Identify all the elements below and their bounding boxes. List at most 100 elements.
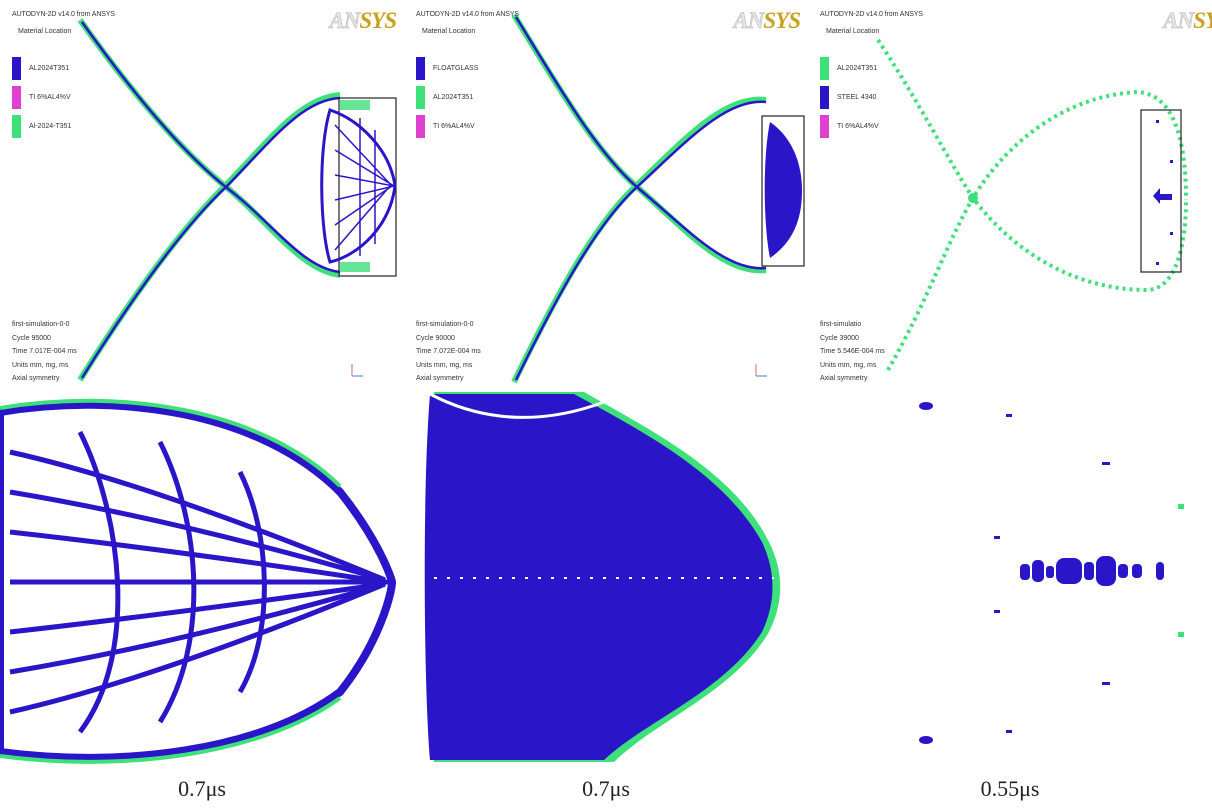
legend-entry: AL2024T351 [416, 83, 478, 112]
legend-entry: STEEL 4340 [820, 83, 879, 112]
legend-swatch [820, 115, 829, 138]
debris-cloud-fragments [334, 118, 395, 256]
material-location-label: Material Location [18, 28, 72, 35]
cycle-count: Cycle 90000 [416, 334, 455, 342]
symmetry-label: Axial symmetry [12, 375, 60, 382]
zoom-region-box [761, 115, 805, 267]
simulation-panel-1: AUTODYN-2D v14.0 from ANSYS Material Loc… [0, 0, 404, 392]
ansys-logo: ANSYS [329, 8, 397, 34]
simulation-info: first-simulation-0-0 Cycle 95000 Time 7.… [12, 318, 77, 386]
software-header: AUTODYN-2D v14.0 from ANSYS [820, 11, 923, 18]
debris-cloud [764, 122, 802, 258]
fragment [1006, 414, 1012, 417]
time-caption-2: 0.7μs [582, 776, 630, 801]
debris-cross-point [968, 193, 978, 203]
software-header: AUTODYN-2D v14.0 from ANSYS [416, 11, 519, 18]
fragment [919, 736, 933, 744]
units-label: Units mm, mg, ms [416, 361, 473, 369]
simulation-info: first-simulatio Cycle 39000 Time 5.546E-… [820, 318, 885, 386]
debris-cloud-solid [424, 394, 773, 760]
debris-green-bottom [340, 262, 370, 272]
legend-swatch [820, 86, 829, 109]
material-legend: AL2024T351 TI 6%AL4%V Al-2024-T351 [12, 54, 71, 141]
legend-swatch [12, 115, 21, 138]
debris-cloud-outline [320, 108, 397, 264]
time-caption-3: 0.55μs [980, 776, 1040, 801]
material-legend: AL2024T351 STEEL 4340 TI 6%AL4%V [820, 54, 879, 141]
legend-swatch [820, 57, 829, 80]
debris-loop-green-upper [511, 13, 767, 274]
legend-swatch [416, 115, 425, 138]
zoom-panel-1 [0, 392, 404, 768]
ansys-logo: ANSYS [733, 8, 801, 34]
debris-loop-green-lower [77, 92, 341, 382]
debris-loop-green-lower [511, 96, 767, 384]
fragment-dot [1170, 160, 1173, 163]
legend-entry: TI 6%AL4%V [820, 112, 879, 141]
fragment [1006, 730, 1012, 733]
debris-streaks [9, 430, 390, 734]
debris-loop-blue-upper [80, 21, 341, 274]
simulation-view-3 [876, 38, 1188, 371]
simulation-name: first-simulatio [820, 321, 862, 328]
fragment-dot [1156, 120, 1159, 123]
fragment [919, 402, 933, 410]
simulation-time: Time 7.017E-004 ms [12, 348, 77, 355]
simulation-info: first-simulation-0-0 Cycle 90000 Time 7.… [416, 318, 481, 386]
fragment [994, 536, 1000, 539]
debris-green-top [340, 100, 370, 110]
legend-entry: AL2024T351 [12, 54, 71, 83]
fragment [1102, 462, 1110, 465]
legend-entry: TI 6%AL4%V [416, 112, 478, 141]
units-label: Units mm, mg, ms [820, 361, 877, 369]
legend-entry: Al-2024-T351 [12, 112, 71, 141]
fragment-cluster [1020, 556, 1164, 586]
legend-swatch [416, 57, 425, 80]
legend-swatch [12, 86, 21, 109]
units-label: Units mm, mg, ms [12, 361, 69, 369]
fragment-dot [1170, 232, 1173, 235]
cycle-count: Cycle 95000 [12, 334, 51, 342]
material-legend: FLOATGLASS AL2024T351 TI 6%AL4%V [416, 54, 478, 141]
fragment-green [1178, 632, 1184, 637]
zoom-region-box [1140, 109, 1182, 273]
legend-swatch [416, 86, 425, 109]
simulation-view-1 [77, 18, 397, 382]
zoom-panel-3 [808, 392, 1212, 768]
debris-green-edge-bottom [0, 696, 342, 764]
debris-loop-green-lower [886, 89, 1188, 371]
zoom-panel-2 [404, 392, 808, 768]
debris-loop-blue-lower [514, 100, 767, 381]
time-caption-1: 0.7μs [178, 776, 226, 801]
simulation-time: Time 5.546E-004 ms [820, 348, 885, 355]
debris-loop-blue-upper [514, 16, 767, 270]
fragment-dot [1156, 262, 1159, 265]
cloud-edge-highlight [429, 392, 605, 419]
debris-green-edge-top [0, 398, 342, 488]
fragment [1102, 682, 1110, 685]
legend-swatch [12, 57, 21, 80]
legend-entry: AL2024T351 [820, 54, 879, 83]
material-location-label: Material Location [422, 28, 476, 35]
material-location-label: Material Location [826, 28, 880, 35]
simulation-name: first-simulation-0-0 [12, 321, 70, 328]
legend-entry: TI 6%AL4%V [12, 83, 71, 112]
debris-loop-green-upper [876, 38, 1188, 293]
fragment-green [1178, 504, 1184, 509]
fragment-cluster [1153, 188, 1172, 204]
debris-loop-green-upper [77, 18, 341, 278]
symmetry-label: Axial symmetry [820, 375, 868, 382]
ansys-logo: ANSY [1163, 8, 1212, 34]
simulation-view-2 [511, 13, 805, 384]
software-header: AUTODYN-2D v14.0 from ANSYS [12, 11, 115, 18]
simulation-time: Time 7.072E-004 ms [416, 348, 481, 355]
axes-triad-icon [755, 364, 767, 377]
simulation-panel-2: AUTODYN-2D v14.0 from ANSYS Material Loc… [404, 0, 808, 392]
debris-loop-blue-lower [80, 96, 341, 379]
symmetry-label: Axial symmetry [416, 375, 464, 382]
zoom-view-1 [0, 398, 397, 764]
zoom-view-2 [424, 392, 781, 762]
simulation-panel-3: AUTODYN-2D v14.0 from ANSYS Material Loc… [808, 0, 1212, 392]
cycle-count: Cycle 39000 [820, 334, 859, 342]
legend-entry: FLOATGLASS [416, 54, 478, 83]
